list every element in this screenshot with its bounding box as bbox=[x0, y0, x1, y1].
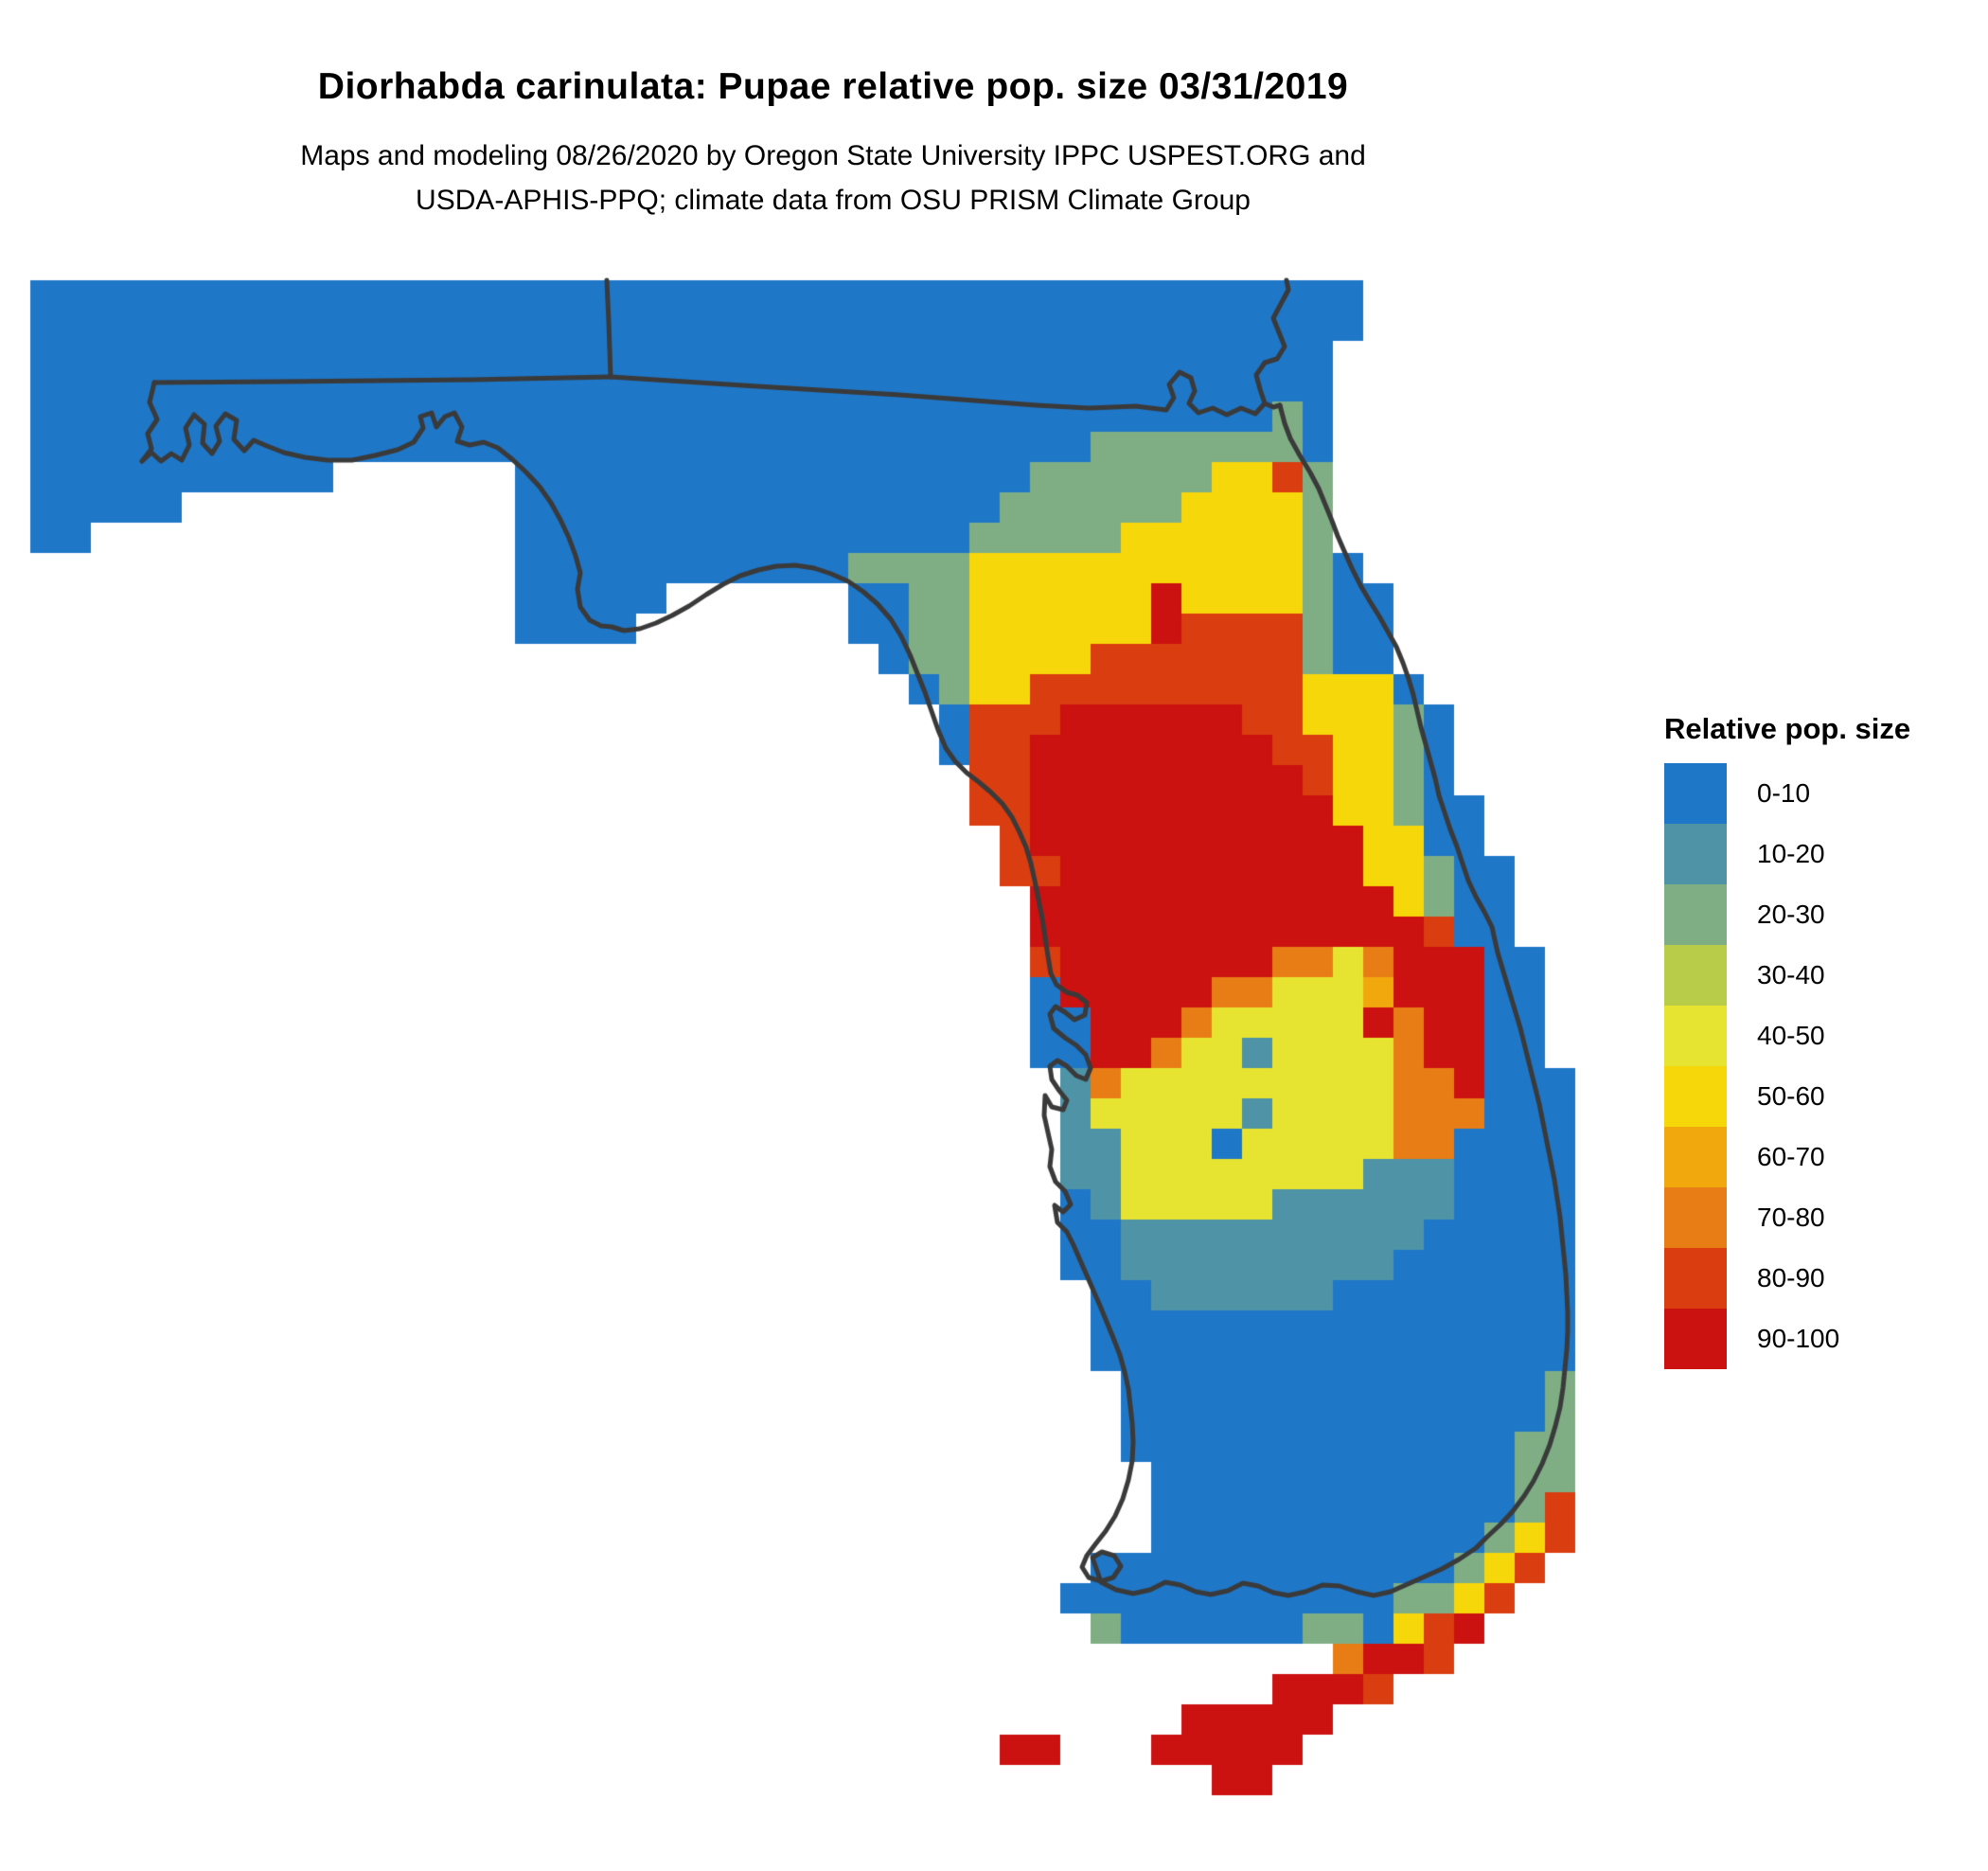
legend-swatch-90-100 bbox=[1664, 1309, 1727, 1369]
legend-label: 0-10 bbox=[1757, 778, 1811, 808]
legend-row: 60-70 bbox=[1664, 1127, 1986, 1187]
legend-label: 90-100 bbox=[1757, 1324, 1840, 1353]
map-subtitle: Maps and modeling 08/26/2020 by Oregon S… bbox=[0, 134, 1666, 223]
legend-label: 60-70 bbox=[1757, 1142, 1825, 1171]
legend-row: 50-60 bbox=[1664, 1066, 1986, 1127]
legend-swatch-30-40 bbox=[1664, 945, 1727, 1006]
header: Diorhabda carinulata: Pupae relative pop… bbox=[0, 66, 1666, 223]
legend-row: 70-80 bbox=[1664, 1187, 1986, 1248]
subtitle-line-2: USDA-APHIS-PPQ; climate data from OSU PR… bbox=[416, 184, 1251, 216]
legend-label: 20-30 bbox=[1757, 900, 1825, 929]
page-title: Diorhabda carinulata: Pupae relative pop… bbox=[317, 66, 1349, 107]
legend-label: 50-60 bbox=[1757, 1081, 1825, 1111]
legend-row: 40-50 bbox=[1664, 1006, 1986, 1066]
legend-swatch-0-10 bbox=[1664, 763, 1727, 824]
legend-label: 70-80 bbox=[1757, 1203, 1825, 1232]
legend-row: 0-10 bbox=[1664, 763, 1986, 824]
legend-row: 10-20 bbox=[1664, 824, 1986, 884]
legend-title: Relative pop. size bbox=[1664, 712, 1911, 745]
legend: Relative pop. size 0-10 10-20 20-30 30-4… bbox=[1664, 712, 1986, 1369]
legend-swatch-80-90 bbox=[1664, 1248, 1727, 1309]
legend-row: 90-100 bbox=[1664, 1309, 1986, 1369]
legend-row: 20-30 bbox=[1664, 884, 1986, 945]
legend-label: 80-90 bbox=[1757, 1263, 1825, 1292]
legend-rows: 0-10 10-20 20-30 30-40 40-50 50-60 60-70 bbox=[1664, 763, 1986, 1369]
legend-swatch-40-50 bbox=[1664, 1006, 1727, 1066]
legend-swatch-20-30 bbox=[1664, 884, 1727, 945]
legend-row: 30-40 bbox=[1664, 945, 1986, 1006]
legend-label: 10-20 bbox=[1757, 839, 1825, 868]
legend-swatch-60-70 bbox=[1664, 1127, 1727, 1187]
legend-label: 30-40 bbox=[1757, 960, 1825, 989]
legend-swatch-50-60 bbox=[1664, 1066, 1727, 1127]
subtitle-line-1: Maps and modeling 08/26/2020 by Oregon S… bbox=[300, 140, 1366, 171]
legend-swatch-70-80 bbox=[1664, 1187, 1727, 1248]
legend-label: 40-50 bbox=[1757, 1021, 1825, 1050]
legend-swatch-10-20 bbox=[1664, 824, 1727, 884]
legend-row: 80-90 bbox=[1664, 1248, 1986, 1309]
